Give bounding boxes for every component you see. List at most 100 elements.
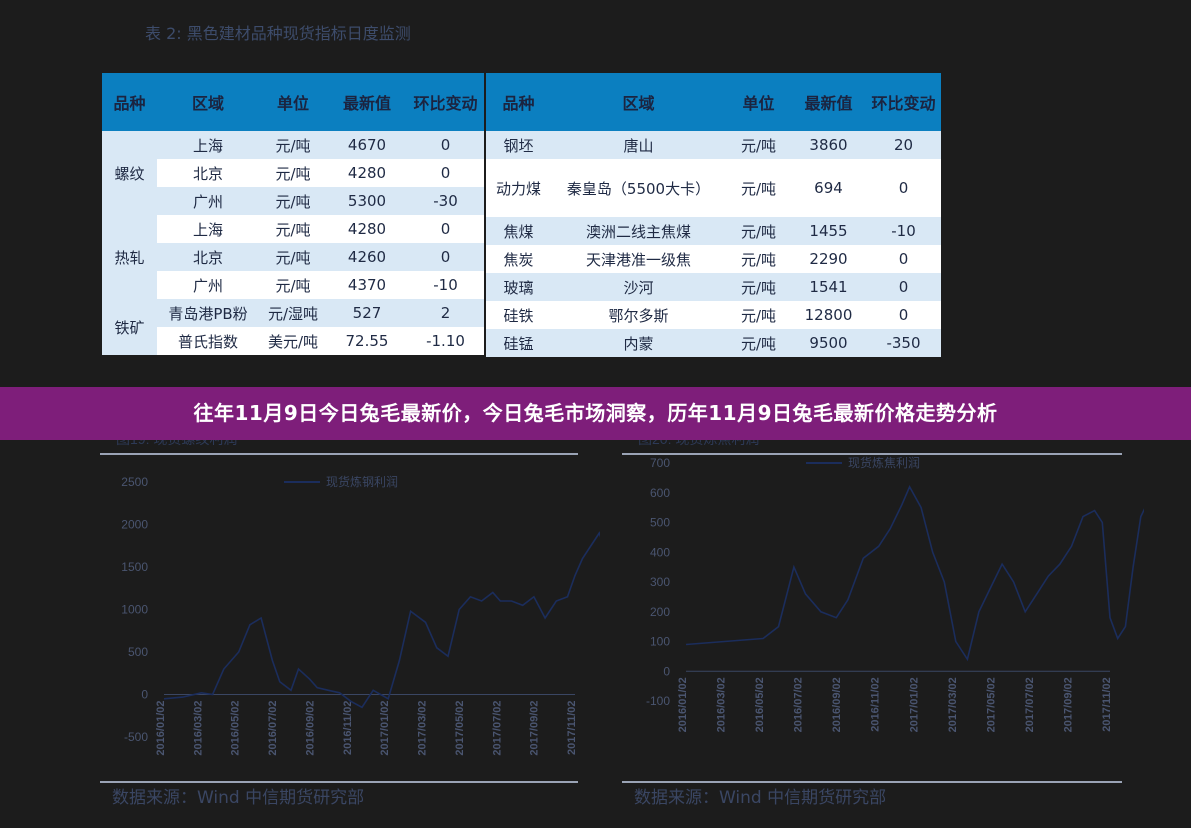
value-cell: 12800 xyxy=(791,301,866,329)
change-cell: 0 xyxy=(866,245,941,273)
y-tick-label: 700 xyxy=(650,456,670,470)
value-cell: 4280 xyxy=(327,159,407,187)
x-tick-label: 2016/05/02 xyxy=(230,701,242,756)
region-cell: 上海 xyxy=(157,215,259,243)
change-cell: 20 xyxy=(866,131,941,159)
col-header: 最新值 xyxy=(791,73,866,131)
x-tick-label: 2017/01/02 xyxy=(908,677,920,732)
col-header: 环比变动 xyxy=(407,73,484,131)
col-header: 最新值 xyxy=(327,73,407,131)
region-cell: 天津港准一级焦 xyxy=(551,245,726,273)
unit-cell: 元/吨 xyxy=(726,273,791,301)
change-cell: 0 xyxy=(866,301,941,329)
change-cell: 0 xyxy=(866,273,941,301)
value-cell: 3860 xyxy=(791,131,866,159)
chart-coke-profit: -100 0 100 200 300 400 500 600 700 2016/01/02 2016… xyxy=(622,440,1144,828)
y-tick-label: 1000 xyxy=(121,603,148,617)
x-tick-label: 2017/03/02 xyxy=(947,677,959,732)
x-tick-label: 2016/03/02 xyxy=(716,677,728,732)
value-cell: 1541 xyxy=(791,273,866,301)
y-tick-label: 200 xyxy=(650,605,670,619)
item-cell: 焦煤 xyxy=(486,217,551,245)
x-tick-label: 2016/09/02 xyxy=(304,701,316,756)
x-tick-label: 2017/05/02 xyxy=(454,701,466,756)
unit-cell: 元/吨 xyxy=(726,217,791,245)
change-cell: 0 xyxy=(407,159,484,187)
region-cell: 内蒙 xyxy=(551,329,726,357)
value-cell: 1455 xyxy=(791,217,866,245)
col-header: 单位 xyxy=(259,73,327,131)
y-tick-label: 2500 xyxy=(121,475,148,489)
table-row: 硅锰 内蒙 元/吨 9500 -350 xyxy=(486,329,941,357)
y-tick-label: 400 xyxy=(650,545,670,559)
y-tick-label: -500 xyxy=(124,730,148,744)
value-cell: 2290 xyxy=(791,245,866,273)
x-tick-label: 2017/05/02 xyxy=(985,677,997,732)
col-header: 单位 xyxy=(726,73,791,131)
group-cell: 热轧 xyxy=(102,215,157,299)
spot-table-right: 品种 区域 单位 最新值 环比变动 钢坯 唐山 元/吨 3860 20 动力煤 … xyxy=(486,73,941,357)
series-line xyxy=(163,531,600,709)
series-line xyxy=(685,484,1144,662)
table-row: 广州 元/吨 5300 -30 xyxy=(102,187,484,215)
unit-cell: 元/吨 xyxy=(259,215,327,243)
spot-table-left: 品种 区域 单位 最新值 环比变动 螺纹 上海 元/吨 4670 0 北京 元/… xyxy=(102,73,484,355)
x-tick-label: 2017/01/02 xyxy=(379,701,391,756)
change-cell: 0 xyxy=(407,215,484,243)
table-row: 螺纹 上海 元/吨 4670 0 xyxy=(102,131,484,215)
table-row: 北京 元/吨 4280 0 xyxy=(102,159,484,187)
unit-cell: 元/吨 xyxy=(726,159,791,217)
chart-source: 数据来源：Wind 中信期货研究部 xyxy=(112,788,365,808)
table-header-row: 品种 区域 单位 最新值 环比变动 xyxy=(486,73,941,131)
x-tick-label: 2016/07/02 xyxy=(793,677,805,732)
page-title: 表 2: 黑色建材品种现货指标日度监测 xyxy=(145,24,411,43)
table-row: 热轧 上海 元/吨 4280 0 xyxy=(102,215,484,299)
col-header: 区域 xyxy=(551,73,726,131)
unit-cell: 元/吨 xyxy=(259,187,327,215)
x-tick-label: 2017/07/02 xyxy=(491,701,503,756)
unit-cell: 元/吨 xyxy=(259,243,327,271)
table-row: 普氏指数 美元/吨 72.55 -1.10 xyxy=(102,327,484,355)
region-cell: 澳洲二线主焦煤 xyxy=(551,217,726,245)
y-tick-label: -100 xyxy=(646,694,670,708)
region-cell: 北京 xyxy=(157,243,259,271)
x-tick-label: 2017/03/02 xyxy=(417,701,429,756)
x-tick-label: 2016/05/02 xyxy=(754,677,766,732)
unit-cell: 元/吨 xyxy=(726,329,791,357)
table-row: 焦炭 天津港准一级焦 元/吨 2290 0 xyxy=(486,245,941,273)
chart-svg: -100 0 100 200 300 400 500 600 700 2016/01/02 2016… xyxy=(622,440,1144,828)
unit-cell: 元/湿吨 xyxy=(259,299,327,327)
value-cell: 4370 xyxy=(327,271,407,299)
unit-cell: 元/吨 xyxy=(726,131,791,159)
col-header: 环比变动 xyxy=(866,73,941,131)
x-tick-label: 2016/03/02 xyxy=(192,701,204,756)
chart-svg: -500 0 500 1000 1500 2000 2500 2016/01/02 2016/0… xyxy=(100,440,600,828)
x-tick-label: 2017/11/02 xyxy=(566,701,578,755)
legend-label: 现货炼焦利润 xyxy=(848,455,920,470)
item-cell: 动力煤 xyxy=(486,159,551,217)
value-cell: 4280 xyxy=(327,215,407,243)
table-row: 硅铁 鄂尔多斯 元/吨 12800 0 xyxy=(486,301,941,329)
change-cell: 0 xyxy=(407,131,484,159)
table-row: 动力煤 秦皇岛（5500大卡） 元/吨 694 0 xyxy=(486,159,941,217)
value-cell: 9500 xyxy=(791,329,866,357)
region-cell: 秦皇岛（5500大卡） xyxy=(551,159,726,217)
change-cell: 2 xyxy=(407,299,484,327)
chart-title: 图20: 现货炼焦利润 xyxy=(638,440,759,447)
change-cell: -10 xyxy=(407,271,484,299)
table-row: 北京 元/吨 4260 0 xyxy=(102,243,484,271)
value-cell: 4260 xyxy=(327,243,407,271)
change-cell: -30 xyxy=(407,187,484,215)
region-cell: 唐山 xyxy=(551,131,726,159)
table-row: 铁矿 青岛港PB粉 元/湿吨 527 2 xyxy=(102,299,484,355)
y-tick-label: 500 xyxy=(650,516,670,530)
unit-cell: 美元/吨 xyxy=(259,327,327,355)
y-tick-label: 0 xyxy=(663,664,670,678)
x-tick-label: 2017/09/02 xyxy=(1062,677,1074,732)
x-tick-label: 2016/11/02 xyxy=(342,701,354,755)
y-tick-label: 1500 xyxy=(121,560,148,574)
chart-background xyxy=(100,440,600,828)
change-cell: 0 xyxy=(866,159,941,217)
unit-cell: 元/吨 xyxy=(259,271,327,299)
table-row: 广州 元/吨 4370 -10 xyxy=(102,271,484,299)
